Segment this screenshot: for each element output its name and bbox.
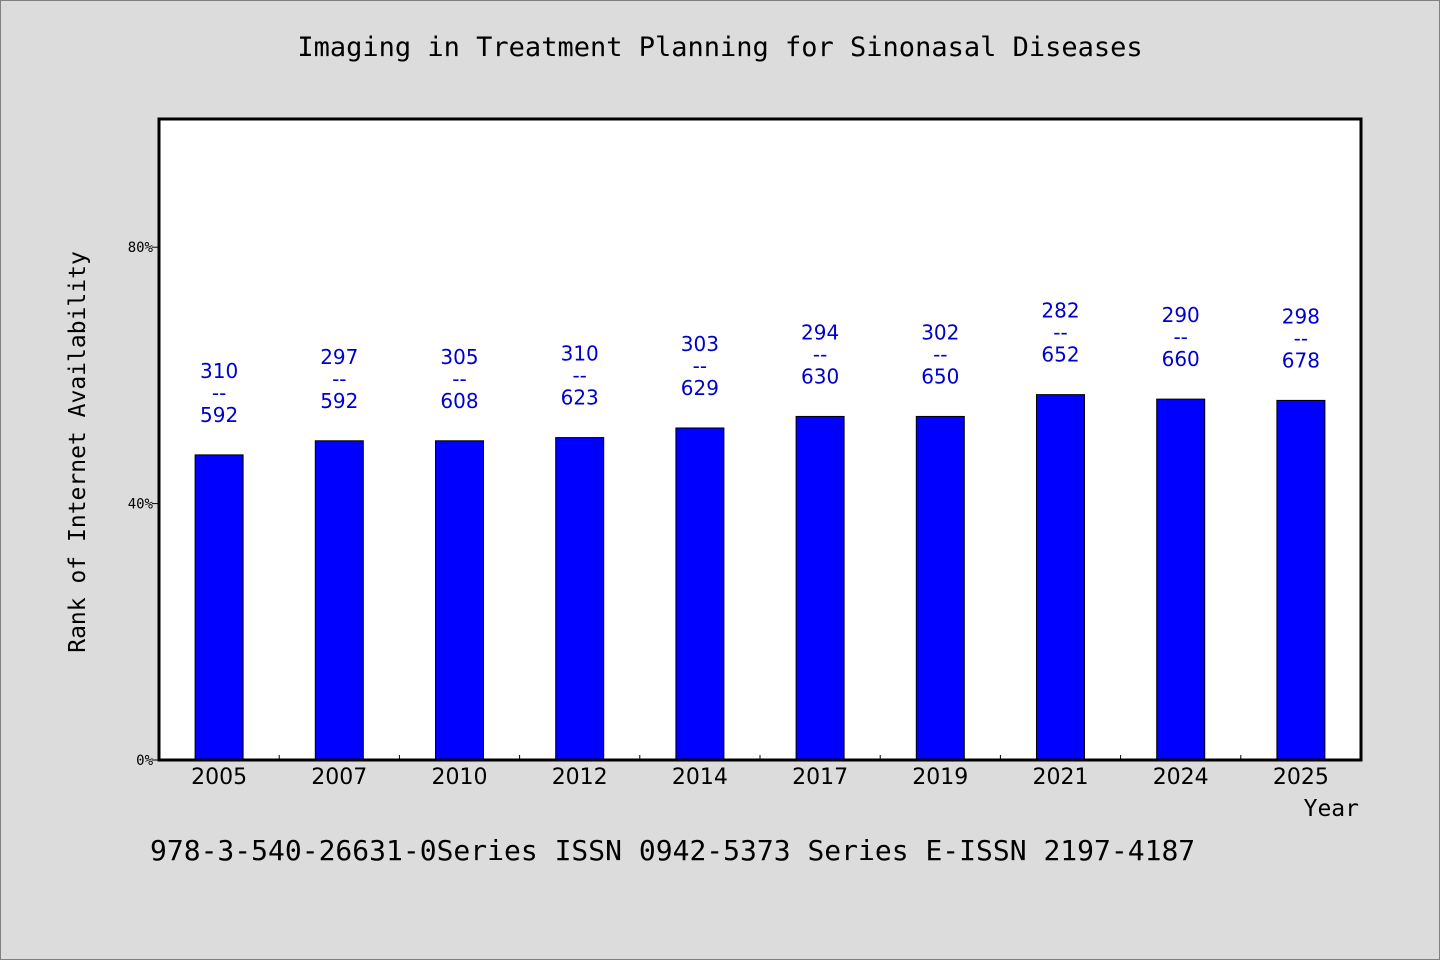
axis-ticks: 0% 40% 80% 2005 2007 2010 2012 2014 2017 2019 2021… — [128, 240, 1329, 790]
data-label: 678 — [1282, 348, 1320, 372]
bar-2025 — [1276, 399, 1326, 761]
data-label: -- — [572, 364, 586, 388]
data-label: 303 — [681, 332, 719, 356]
data-label: -- — [1053, 321, 1067, 345]
y-axis-label: Rank of Internet Availability — [65, 251, 91, 653]
y-tick-label: 0% — [136, 753, 153, 769]
data-label: 298 — [1282, 304, 1320, 328]
x-tick-label: 2017 — [792, 765, 848, 790]
data-label: 592 — [200, 403, 238, 427]
x-tick-label: 2014 — [672, 765, 728, 790]
bar-2019 — [915, 415, 965, 761]
data-labels: 310--592297--592305--608310--623303--629… — [200, 299, 1320, 427]
bar-2005 — [194, 454, 244, 761]
x-tick-label: 2005 — [191, 765, 247, 790]
data-label: 294 — [801, 320, 839, 344]
data-label: -- — [212, 381, 226, 405]
data-label: -- — [813, 342, 827, 366]
y-tick-label: 80% — [128, 240, 154, 256]
data-label: 302 — [921, 320, 959, 344]
data-label: 650 — [921, 364, 959, 388]
bar-2024 — [1156, 398, 1206, 761]
x-tick-label: 2021 — [1033, 765, 1089, 790]
y-tick-label: 40% — [128, 497, 154, 513]
x-tick-label: 2007 — [311, 765, 367, 790]
data-label: -- — [1294, 326, 1308, 350]
bar-2021 — [1036, 394, 1085, 761]
data-label: 310 — [561, 342, 599, 366]
x-tick-label: 2025 — [1273, 765, 1329, 790]
x-axis-label: Year — [1304, 796, 1359, 822]
data-label: 630 — [801, 364, 839, 388]
x-tick-label: 2024 — [1153, 765, 1209, 790]
bar-2014 — [675, 427, 725, 761]
x-tick-label: 2019 — [912, 765, 968, 790]
plot-border — [157, 117, 1363, 762]
data-label: 290 — [1162, 303, 1200, 327]
data-label: -- — [693, 354, 707, 378]
data-label: 310 — [200, 359, 238, 383]
bars — [194, 394, 1326, 761]
data-label: 608 — [440, 389, 478, 413]
bar-2017 — [795, 415, 845, 761]
data-label: -- — [332, 367, 346, 391]
x-tick-label: 2010 — [432, 765, 488, 790]
data-label: 629 — [681, 376, 719, 400]
bar-2010 — [435, 440, 484, 761]
footer-note: 978-3-540-26631-0Series ISSN 0942-5373 S… — [150, 834, 1196, 867]
data-label: 652 — [1041, 343, 1079, 367]
x-tick-label: 2012 — [552, 765, 608, 790]
data-label: 660 — [1162, 347, 1200, 371]
data-label: -- — [1173, 325, 1187, 349]
bar-2007 — [314, 440, 364, 761]
data-label: -- — [933, 342, 947, 366]
data-label: 297 — [320, 345, 358, 369]
data-label: 282 — [1041, 299, 1079, 323]
data-label: 592 — [320, 389, 358, 413]
data-label: 305 — [440, 345, 478, 369]
data-label: -- — [452, 367, 466, 391]
data-label: 623 — [561, 386, 599, 410]
bar-2012 — [555, 437, 605, 761]
chart-title: Imaging in Treatment Planning for Sinona… — [297, 32, 1143, 63]
